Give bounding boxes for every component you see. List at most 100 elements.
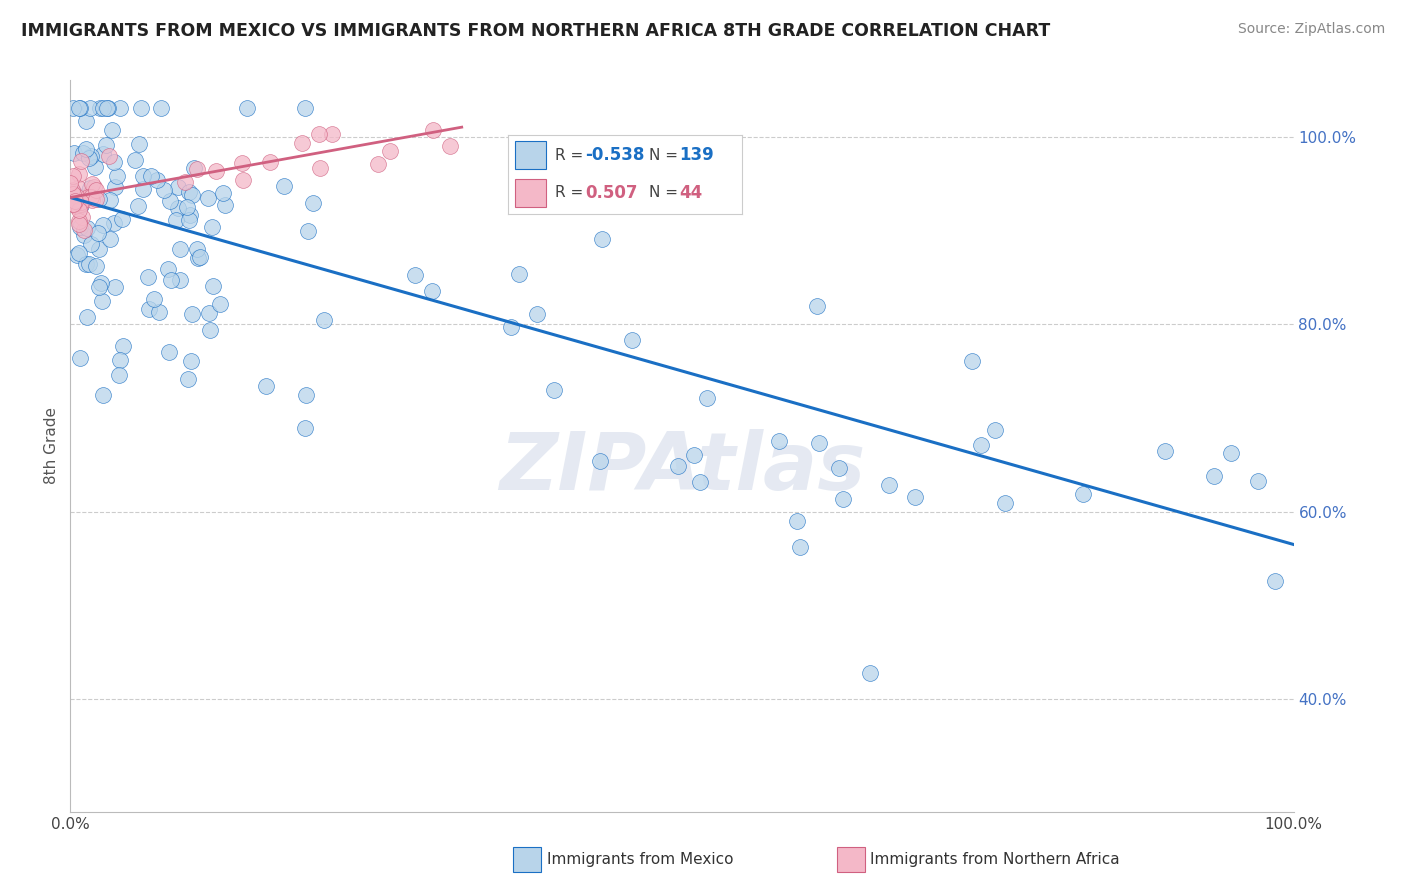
Point (75, 114, 97, 128)
Point (183, 161, 205, 176)
Point (69, 102, 91, 116)
Point (198, 323, 221, 337)
Point (165, 213, 187, 227)
Point (314, 313, 336, 327)
Point (98, 193, 121, 207)
Point (179, 208, 201, 222)
Point (187, 251, 209, 265)
Point (77, 257, 100, 271)
Point (87, 227, 110, 241)
Point (91, 102, 114, 116)
Point (159, 194, 181, 208)
Point (859, 666, 882, 681)
Point (66, 181, 89, 195)
Point (132, 169, 155, 183)
Text: R =: R = (555, 186, 588, 201)
Point (146, 172, 169, 186)
Point (297, 224, 319, 238)
Point (66, 201, 89, 215)
Point (69, 197, 91, 211)
Point (80, 190, 103, 204)
Point (1264, 574, 1286, 589)
Point (62, 102, 84, 116)
Point (180, 307, 202, 321)
Point (111, 339, 134, 353)
Point (84, 192, 107, 206)
Bar (515, 141, 546, 169)
Point (259, 155, 281, 169)
Point (236, 102, 259, 116)
Point (89, 102, 111, 116)
Point (828, 461, 851, 475)
Text: Source: ZipAtlas.com: Source: ZipAtlas.com (1237, 22, 1385, 37)
Point (420, 284, 443, 298)
Point (76, 310, 98, 325)
Point (211, 186, 233, 200)
Point (84, 160, 107, 174)
Point (380, 144, 402, 158)
Point (59, 194, 82, 208)
Point (98, 232, 121, 246)
Point (91, 146, 114, 161)
Point (103, 154, 125, 169)
Point (69, 220, 91, 235)
Point (295, 388, 318, 402)
Point (108, 368, 131, 382)
Point (321, 128, 343, 142)
Point (984, 423, 1007, 437)
Point (91, 388, 114, 402)
Point (689, 475, 711, 489)
Point (82, 177, 104, 191)
Point (60, 186, 83, 201)
Point (188, 250, 211, 264)
Point (807, 435, 830, 450)
Point (67, 218, 90, 232)
Text: N =: N = (648, 186, 682, 201)
Point (786, 514, 808, 528)
Point (294, 102, 316, 116)
Point (98, 149, 121, 163)
Point (960, 354, 983, 368)
Point (1071, 486, 1094, 500)
Point (180, 188, 202, 202)
Point (67, 202, 90, 217)
Point (232, 173, 254, 187)
Point (166, 201, 188, 215)
Point (970, 438, 993, 452)
Point (143, 292, 166, 306)
Point (589, 453, 612, 467)
Point (156, 262, 179, 277)
Point (90, 276, 112, 290)
Point (84, 183, 107, 197)
Point (308, 128, 330, 142)
Point (294, 421, 316, 435)
Point (159, 273, 181, 287)
Point (1220, 446, 1243, 460)
Point (439, 139, 461, 153)
Point (72, 146, 94, 161)
Bar (515, 178, 546, 207)
Point (62, 169, 84, 184)
Point (149, 102, 172, 116)
Point (79, 236, 101, 251)
Point (138, 270, 160, 285)
Point (97, 102, 120, 116)
Point (543, 383, 565, 397)
Point (177, 186, 200, 200)
Point (77, 190, 100, 204)
Point (231, 156, 253, 170)
Point (66, 248, 89, 262)
Point (67, 245, 90, 260)
Point (87, 192, 110, 206)
Point (157, 345, 180, 359)
Point (65, 194, 87, 208)
Point (70, 198, 93, 212)
Point (302, 196, 325, 211)
Point (104, 180, 127, 194)
Point (768, 434, 790, 448)
Text: 139: 139 (679, 146, 714, 164)
Y-axis label: 8th Grade: 8th Grade (44, 408, 59, 484)
Point (69, 351, 91, 366)
Point (67, 214, 90, 228)
Point (83, 179, 105, 194)
